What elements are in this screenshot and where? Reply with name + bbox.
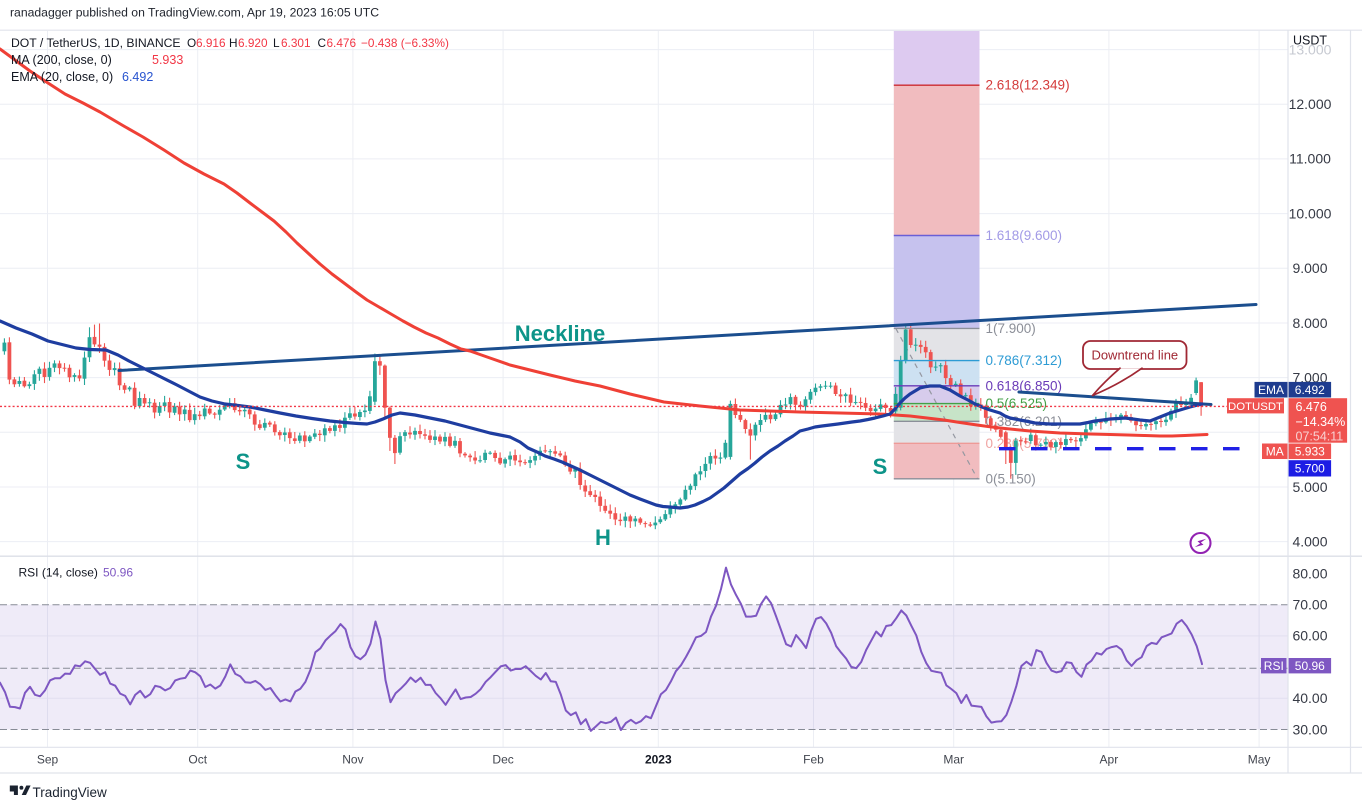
svg-text:6.920: 6.920 — [238, 36, 268, 50]
svg-text:2023: 2023 — [645, 753, 672, 767]
svg-text:6.476: 6.476 — [327, 36, 357, 50]
svg-text:Oct: Oct — [188, 753, 207, 767]
svg-text:May: May — [1248, 753, 1271, 767]
svg-text:5.700: 5.700 — [1295, 462, 1325, 476]
svg-text:70.00: 70.00 — [1292, 597, 1327, 613]
svg-text:EMA: EMA — [1258, 383, 1284, 397]
svg-text:2.618(12.349): 2.618(12.349) — [986, 78, 1070, 93]
svg-text:8.000: 8.000 — [1292, 315, 1327, 331]
svg-text:6.916: 6.916 — [196, 36, 226, 50]
svg-text:7.000: 7.000 — [1292, 369, 1327, 385]
svg-text:L: L — [273, 36, 280, 50]
svg-text:40.00: 40.00 — [1292, 690, 1327, 706]
svg-text:0.786(7.312): 0.786(7.312) — [986, 353, 1063, 368]
svg-text:S: S — [236, 449, 251, 474]
svg-text:RSI: RSI — [1264, 659, 1284, 673]
svg-text:60.00: 60.00 — [1292, 628, 1327, 644]
svg-text:DOTUSDT: DOTUSDT — [1228, 401, 1283, 413]
svg-text:1.618(9.600): 1.618(9.600) — [986, 228, 1063, 243]
svg-text:10.000: 10.000 — [1289, 205, 1332, 221]
svg-text:Nov: Nov — [342, 753, 363, 767]
svg-text:6.492: 6.492 — [122, 70, 153, 84]
svg-text:Feb: Feb — [803, 753, 824, 767]
svg-text:EMA (20, close, 0): EMA (20, close, 0) — [11, 70, 113, 84]
svg-text:Mar: Mar — [943, 753, 964, 767]
svg-text:Sep: Sep — [37, 753, 59, 767]
svg-text:13.000: 13.000 — [1289, 41, 1332, 57]
svg-text:MA (200, close, 0): MA (200, close, 0) — [11, 53, 112, 67]
svg-text:12.000: 12.000 — [1289, 96, 1332, 112]
svg-text:H: H — [595, 525, 611, 550]
svg-text:5.933: 5.933 — [152, 53, 183, 67]
svg-text:50.96: 50.96 — [103, 566, 133, 580]
svg-text:USDT: USDT — [1293, 34, 1327, 48]
svg-text:DOT / TetherUS, 1D, BINANCE: DOT / TetherUS, 1D, BINANCE — [11, 36, 181, 50]
svg-text:5.000: 5.000 — [1292, 479, 1327, 495]
svg-text:Apr: Apr — [1100, 753, 1119, 767]
svg-text:0.618(6.850): 0.618(6.850) — [986, 378, 1063, 393]
svg-text:RSI (14, close): RSI (14, close) — [19, 566, 98, 580]
svg-text:30.00: 30.00 — [1292, 721, 1327, 737]
svg-text:6.492: 6.492 — [1295, 383, 1325, 397]
svg-text:0.5(6.525): 0.5(6.525) — [986, 396, 1048, 411]
svg-text:TradingView: TradingView — [33, 785, 108, 800]
svg-text:H: H — [229, 36, 238, 50]
svg-text:11.000: 11.000 — [1289, 151, 1331, 167]
svg-text:6.476: 6.476 — [1296, 400, 1327, 414]
svg-text:−0.438 (−6.33%): −0.438 (−6.33%) — [361, 36, 449, 50]
svg-text:Downtrend line: Downtrend line — [1091, 348, 1178, 363]
svg-text:−14.34%: −14.34% — [1296, 415, 1346, 429]
svg-text:9.000: 9.000 — [1292, 260, 1327, 276]
svg-text:80.00: 80.00 — [1292, 565, 1327, 581]
svg-text:6.301: 6.301 — [281, 36, 311, 50]
svg-text:Dec: Dec — [492, 753, 513, 767]
svg-text:ranadagger published on Tradin: ranadagger published on TradingView.com,… — [10, 5, 379, 19]
svg-text:50.96: 50.96 — [1295, 659, 1325, 673]
svg-text:07:54:11: 07:54:11 — [1296, 430, 1344, 444]
svg-text:S: S — [873, 454, 888, 479]
svg-text:O: O — [187, 36, 196, 50]
svg-text:MA: MA — [1266, 445, 1284, 459]
svg-text:1(7.900): 1(7.900) — [986, 321, 1036, 336]
svg-text:Neckline: Neckline — [515, 321, 606, 346]
svg-text:5.933: 5.933 — [1295, 445, 1325, 459]
svg-text:C: C — [318, 36, 327, 50]
svg-text:4.000: 4.000 — [1292, 533, 1327, 549]
